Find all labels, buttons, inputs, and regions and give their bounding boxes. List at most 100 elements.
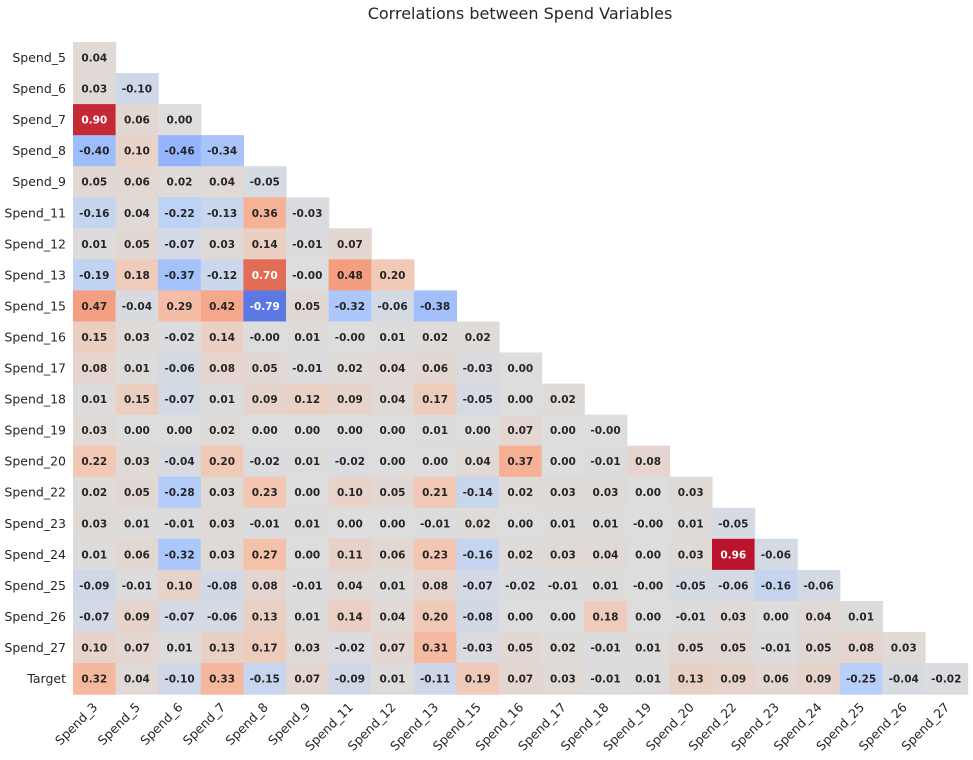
y-tick-label-spend-18: Spend_18 [4,392,66,407]
cell-label-spend-6-spend-3: 0.03 [81,84,107,96]
y-tick-labels: Spend_5 Spend_6 Spend_7 Spend_8 Spend_9 Spend… [4,50,66,686]
heatmap-cell-spend-19-spend-16 [499,414,543,447]
heatmap-cell-spend-12-spend-7 [200,228,244,260]
heatmap-cell-spend-26-spend-17 [541,600,585,633]
heatmap-cell-spend-19-spend-8 [243,414,287,447]
cell-label-spend-11-spend-7: -0.13 [207,208,237,220]
cell-label-spend-22-spend-20: 0.03 [678,487,704,499]
cell-label-spend-19-spend-3: 0.03 [81,425,107,437]
cell-label-spend-24-spend-23: -0.06 [761,549,791,561]
cell-label-spend-26-spend-23: 0.00 [763,611,789,623]
cell-label-spend-27-spend-7: 0.13 [209,642,235,654]
cell-label-spend-23-spend-17: 0.01 [550,518,576,530]
y-tick-label-spend-20: Spend_20 [4,454,66,469]
heatmap-cell-spend-16-spend-6 [158,321,202,354]
cell-label-spend-24-spend-8: 0.27 [252,549,278,561]
heatmap-cell-spend-18-spend-8 [243,383,287,416]
cell-label-spend-20-spend-5: 0.03 [124,456,150,468]
heatmap-cell-spend-7-spend-6 [158,104,202,136]
cell-label-target-spend-6: -0.10 [164,674,194,686]
cell-label-spend-25-spend-18: 0.01 [593,580,619,592]
cell-label-spend-26-spend-13: 0.20 [422,611,448,623]
cell-label-spend-20-spend-15: 0.04 [465,456,491,468]
heatmap-cell-spend-11-spend-6 [158,197,202,229]
cell-label-spend-8-spend-5: 0.10 [124,146,150,158]
cell-label-spend-13-spend-9: -0.00 [292,270,322,282]
cell-label-spend-23-spend-13: -0.01 [420,518,450,530]
heatmap-cell-spend-20-spend-13 [413,445,457,478]
heatmap-cell-target-spend-22 [712,663,756,695]
heatmap-cell-spend-23-spend-9 [286,507,330,540]
cell-label-spend-26-spend-24: 0.04 [806,611,832,623]
cell-label-spend-25-spend-3: -0.09 [79,580,109,592]
cell-label-spend-9-spend-8: -0.05 [250,177,280,189]
cell-label-spend-15-spend-3: 0.47 [81,301,107,313]
cell-label-spend-18-spend-11: 0.09 [337,394,363,406]
heatmap-cell-spend-20-spend-3 [73,445,117,478]
cell-label-target-spend-15: 0.19 [465,674,491,686]
cell-label-spend-13-spend-12: 0.20 [380,270,406,282]
cell-label-spend-24-spend-3: 0.01 [81,549,107,561]
heatmap-cell-spend-19-spend-9 [286,414,330,447]
cell-label-spend-27-spend-24: 0.05 [806,642,832,654]
cell-label-spend-22-spend-12: 0.05 [380,487,406,499]
cell-label-spend-27-spend-9: 0.03 [294,642,320,654]
y-tick-label-spend-11: Spend_11 [4,205,66,220]
heatmap-cell-spend-22-spend-8 [243,476,287,509]
heatmap-cell-spend-19-spend-7 [200,414,244,447]
cell-label-spend-25-spend-8: 0.08 [252,580,278,592]
cell-label-spend-8-spend-6: -0.46 [164,146,194,158]
cell-label-spend-26-spend-19: 0.00 [635,611,661,623]
heatmap-cell-spend-19-spend-5 [115,414,159,447]
heatmap-cell-spend-24-spend-16 [499,538,543,571]
cell-label-spend-17-spend-7: 0.08 [209,363,235,375]
heatmap-cell-spend-17-spend-9 [286,352,330,385]
y-tick-label-spend-12: Spend_12 [4,236,66,251]
cell-label-spend-17-spend-5: 0.01 [124,363,150,375]
heatmap-cell-spend-26-spend-9 [286,600,330,633]
heatmap-cell-spend-22-spend-7 [200,476,244,509]
heatmap-cell-spend-27-spend-26 [882,631,926,664]
heatmap-cell-target-spend-8 [243,663,287,695]
cell-label-spend-17-spend-16: 0.00 [507,363,533,375]
cell-label-spend-26-spend-9: 0.01 [294,611,320,623]
heatmap-cell-target-spend-9 [286,663,330,695]
cell-label-spend-26-spend-20: -0.01 [676,611,706,623]
heatmap-cell-spend-13-spend-9 [286,259,330,291]
cell-label-spend-12-spend-8: 0.14 [252,239,278,251]
cell-label-target-spend-12: 0.01 [380,674,406,686]
heatmap-cell-spend-18-spend-15 [456,383,500,416]
cell-label-spend-18-spend-5: 0.15 [124,394,150,406]
cell-label-spend-24-spend-22: 0.96 [720,549,746,561]
heatmap-cell-spend-20-spend-11 [328,445,372,478]
heatmap-cell-spend-27-spend-23 [754,631,798,664]
cell-label-spend-27-spend-11: -0.02 [335,642,365,654]
cell-label-spend-22-spend-5: 0.05 [124,487,150,499]
cell-label-spend-25-spend-11: 0.04 [337,580,363,592]
heatmap-cell-spend-15-spend-8 [243,290,287,323]
cell-label-spend-13-spend-7: -0.12 [207,270,237,282]
cell-label-spend-23-spend-3: 0.03 [81,518,107,530]
cell-label-spend-25-spend-16: -0.02 [505,580,535,592]
cell-label-spend-22-spend-13: 0.21 [422,487,448,499]
heatmap-cell-spend-25-spend-24 [797,569,841,602]
cell-label-spend-13-spend-6: -0.37 [164,270,194,282]
y-tick-label-spend-19: Spend_19 [4,423,66,438]
cell-label-spend-22-spend-8: 0.23 [252,487,278,499]
cell-label-spend-20-spend-8: -0.02 [250,456,280,468]
cell-label-spend-24-spend-19: 0.00 [635,549,661,561]
heatmap-cell-spend-19-spend-15 [456,414,500,447]
cell-label-target-spend-27: -0.02 [931,674,961,686]
heatmap-cell-spend-15-spend-7 [200,290,244,323]
cell-label-target-spend-24: 0.09 [806,674,832,686]
cell-label-spend-25-spend-13: 0.08 [422,580,448,592]
cell-label-spend-6-spend-5: -0.10 [122,84,152,96]
cell-label-spend-23-spend-22: -0.05 [718,518,748,530]
cell-label-spend-22-spend-19: 0.00 [635,487,661,499]
cell-label-spend-26-spend-25: 0.01 [848,611,874,623]
cell-label-spend-27-spend-20: 0.05 [678,642,704,654]
cell-label-spend-27-spend-5: 0.07 [124,642,150,654]
cell-label-spend-19-spend-5: 0.00 [124,425,150,437]
cell-label-spend-23-spend-20: 0.01 [678,518,704,530]
heatmap-cell-spend-26-spend-13 [413,600,457,633]
